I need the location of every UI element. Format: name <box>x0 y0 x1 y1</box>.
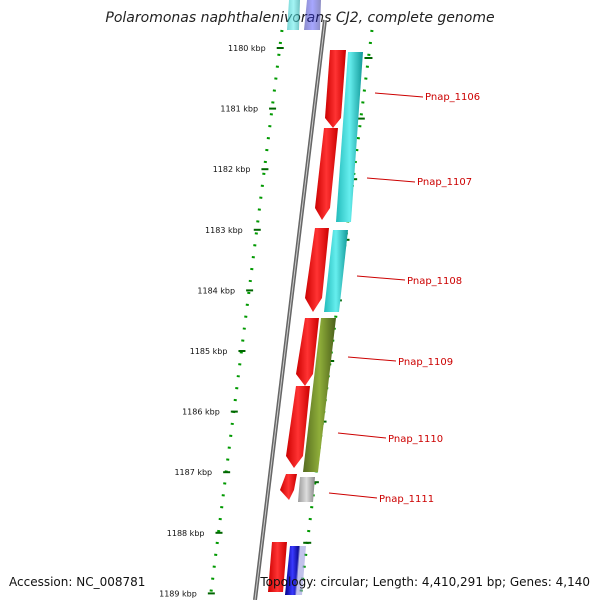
scale-label: 1182 kbp <box>213 165 251 174</box>
gene-label-pnap-1107[interactable]: Pnap_1107 <box>417 177 472 188</box>
scale-label: 1188 kbp <box>167 529 205 538</box>
scale-labels: 1180 kbp 1181 kbp 1182 kbp 1183 kbp 1184 kbp… <box>159 44 266 598</box>
cog-block-pnap-1106-1107[interactable] <box>336 52 363 222</box>
scale-dotted-line <box>208 29 284 600</box>
gene-arrow-bottom-partial[interactable] <box>268 542 287 592</box>
scale-label: 1184 kbp <box>197 286 235 295</box>
scale-label: 1185 kbp <box>190 347 228 356</box>
gene-arrow-pnap-1109[interactable] <box>296 318 319 386</box>
gene-leader-pnap-1110 <box>337 432 387 439</box>
gene-leader-pnap-1108 <box>356 275 406 281</box>
gene-arrow-pnap-1107[interactable] <box>315 128 338 220</box>
cog-block-bottom-partial-light <box>295 546 306 595</box>
scale-ticks <box>207 47 284 595</box>
scale-label: 1181 kbp <box>220 105 258 114</box>
gene-arrow-pnap-1108[interactable] <box>305 228 329 312</box>
cog-block-pnap-1111[interactable] <box>298 477 315 502</box>
cog-block-partial-top-blue <box>304 0 321 30</box>
accession-text: Accession: NC_008781 <box>9 575 146 589</box>
genome-backbone-highlight <box>254 19 326 600</box>
gene-label-pnap-1109[interactable]: Pnap_1109 <box>398 357 453 368</box>
gene-label-pnap-1110[interactable]: Pnap_1110 <box>388 434 443 445</box>
genome-summary-text: Topology: circular; Length: 4,410,291 bp… <box>260 575 590 589</box>
gene-leader-pnap-1107 <box>366 177 416 183</box>
gene-arrow-pnap-1111[interactable] <box>280 474 297 500</box>
scale-label: 1180 kbp <box>228 44 266 53</box>
gene-label-pnap-1108[interactable]: Pnap_1108 <box>407 276 462 287</box>
gene-leader-pnap-1111 <box>328 492 378 499</box>
gene-arrow-pnap-1110[interactable] <box>286 386 310 468</box>
gene-arrow-pnap-1106[interactable] <box>325 50 346 128</box>
scale-label: 1186 kbp <box>182 408 220 417</box>
gene-leader-pnap-1106 <box>374 92 424 98</box>
cog-block-pnap-1109-1110[interactable] <box>303 318 336 472</box>
scale-label: 1183 kbp <box>205 226 243 235</box>
scale-label: 1189 kbp <box>159 589 197 598</box>
gene-leader-pnap-1109 <box>347 356 397 362</box>
cog-block-pnap-1108[interactable] <box>324 230 348 312</box>
gene-label-pnap-1106[interactable]: Pnap_1106 <box>425 92 480 103</box>
scale-label: 1187 kbp <box>174 468 212 477</box>
cog-block-partial-top <box>287 0 300 30</box>
genome-title: Polaromonas naphthalenivorans CJ2, compl… <box>105 10 495 26</box>
gene-label-pnap-1111[interactable]: Pnap_1111 <box>379 494 434 505</box>
